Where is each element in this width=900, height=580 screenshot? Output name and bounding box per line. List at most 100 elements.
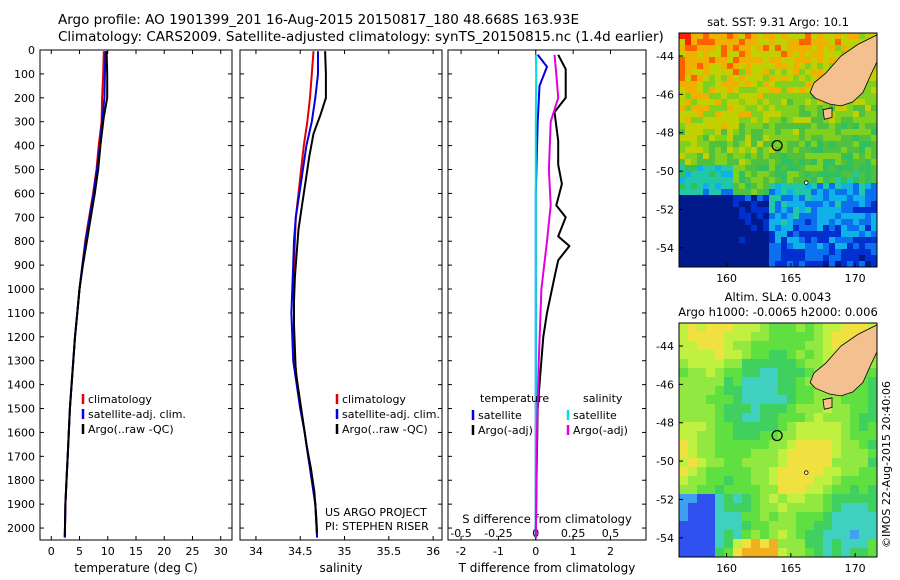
map-cell [868, 413, 877, 423]
map-cell [805, 75, 812, 82]
map-cell [847, 33, 854, 40]
sst_map-frame [678, 32, 878, 268]
map-cell [817, 141, 824, 148]
map-cell [793, 93, 800, 100]
map-cell [769, 207, 776, 214]
map-cell [739, 243, 746, 250]
map-cell [745, 81, 752, 88]
map-cell [841, 183, 848, 190]
map-cell [775, 123, 782, 130]
y-tick-label: -54 [656, 242, 674, 255]
map-cell [760, 485, 770, 495]
map-cell [751, 225, 758, 232]
map-cell [859, 147, 866, 154]
map-cell [781, 93, 788, 100]
map-cell [745, 183, 752, 190]
map-cell [709, 123, 716, 130]
map-cell [679, 159, 686, 166]
map-cell [745, 63, 752, 70]
map-cell [787, 177, 794, 184]
map-cell [799, 189, 806, 196]
map-cell [733, 177, 740, 184]
map-cell [715, 261, 722, 267]
map-cell [769, 404, 779, 414]
map-cell [823, 449, 833, 459]
map-cell [721, 213, 728, 220]
map-cell [841, 189, 848, 196]
map-cell [868, 521, 877, 531]
map-cell [685, 231, 692, 238]
map-cell [760, 368, 770, 378]
map-cell [841, 111, 848, 118]
map-cell [787, 201, 794, 208]
x-tick-label: 34.5 [288, 545, 313, 558]
map-cell [760, 440, 770, 450]
map-cell [850, 458, 860, 468]
y-tick-label: -48 [656, 127, 674, 140]
map-cell [697, 521, 707, 531]
map-cell [691, 249, 698, 256]
map-cell [763, 231, 770, 238]
map-cell [835, 207, 842, 214]
map-cell [787, 45, 794, 52]
map-cell [841, 105, 848, 112]
map-cell [811, 237, 818, 244]
map-cell [739, 45, 746, 52]
map-cell [778, 548, 788, 557]
map-cell [865, 159, 872, 166]
map-cell [688, 449, 698, 459]
map-cell [778, 485, 788, 495]
map-cell [835, 105, 842, 112]
map-cell [853, 177, 860, 184]
map-cell [799, 87, 806, 94]
map-cell [763, 243, 770, 250]
map-cell [757, 219, 764, 226]
map-cell [805, 261, 812, 267]
map-cell [787, 368, 797, 378]
map-cell [829, 129, 836, 136]
map-cell [859, 261, 866, 267]
map-cell [751, 153, 758, 160]
map-cell [733, 99, 740, 106]
map-cell [817, 237, 824, 244]
map-cell [709, 195, 716, 202]
map-cell [760, 350, 770, 360]
map-cell [805, 377, 815, 387]
legend-label: satellite-adj. clim. [88, 408, 186, 421]
map-cell [823, 141, 830, 148]
map-cell [865, 105, 872, 112]
map-cell [697, 467, 707, 477]
map-cell [727, 195, 734, 202]
temperature-panel: 0100200300400500600700800900100011001200… [7, 44, 233, 575]
map-cell [715, 440, 725, 450]
x-tick-label: 20 [157, 545, 171, 558]
map-cell [793, 69, 800, 76]
map-cell [691, 99, 698, 106]
map-cell [781, 45, 788, 52]
map-cell [688, 494, 698, 504]
map-cell [679, 231, 686, 238]
map-cell [679, 521, 689, 531]
map-cell [847, 261, 854, 267]
map-cell [679, 413, 689, 423]
map-cell [805, 87, 812, 94]
map-cell [709, 105, 716, 112]
map-cell [832, 485, 842, 495]
map-cell [688, 503, 698, 513]
map-cell [865, 33, 872, 40]
map-cell [811, 63, 818, 70]
map-cell [850, 494, 860, 504]
map-cell [685, 135, 692, 142]
map-cell [865, 129, 872, 136]
map-cell [817, 177, 824, 184]
map-cell [685, 141, 692, 148]
map-cell [832, 422, 842, 432]
map-cell [733, 413, 743, 423]
map-cell [781, 189, 788, 196]
map-cell [817, 39, 824, 46]
x-tick-label: 1 [570, 545, 577, 558]
pi-note: US ARGO PROJECT [325, 506, 427, 519]
map-cell [859, 458, 869, 468]
map-cell [688, 323, 698, 333]
map-cell [745, 177, 752, 184]
